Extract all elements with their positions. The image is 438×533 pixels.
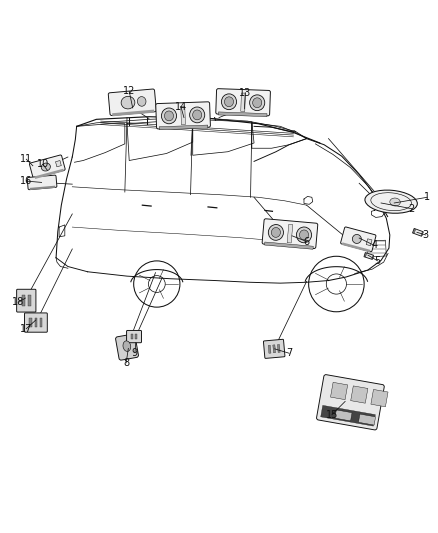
Bar <box>29 318 32 327</box>
Text: 8: 8 <box>123 358 129 368</box>
Bar <box>421 232 423 236</box>
Ellipse shape <box>121 96 135 109</box>
Ellipse shape <box>250 95 265 111</box>
FancyBboxPatch shape <box>287 224 293 243</box>
Bar <box>30 185 55 190</box>
FancyBboxPatch shape <box>264 340 285 358</box>
Bar <box>28 295 31 306</box>
FancyBboxPatch shape <box>29 155 65 179</box>
Text: 13: 13 <box>239 87 251 98</box>
Ellipse shape <box>268 224 283 240</box>
Text: 7: 7 <box>286 348 292 358</box>
Bar <box>371 390 388 407</box>
Bar <box>135 334 137 339</box>
Ellipse shape <box>123 341 131 351</box>
Text: 14: 14 <box>175 102 187 111</box>
Bar <box>321 406 375 426</box>
Text: 1: 1 <box>424 192 430 203</box>
Bar <box>218 112 267 117</box>
FancyBboxPatch shape <box>156 102 210 129</box>
Ellipse shape <box>365 190 417 213</box>
Ellipse shape <box>222 94 237 110</box>
Bar <box>35 318 37 327</box>
Ellipse shape <box>138 96 146 106</box>
Ellipse shape <box>41 163 50 171</box>
FancyBboxPatch shape <box>216 88 270 116</box>
Bar <box>342 243 371 253</box>
FancyBboxPatch shape <box>127 330 141 343</box>
FancyBboxPatch shape <box>262 219 318 248</box>
FancyBboxPatch shape <box>317 375 384 430</box>
Text: 2: 2 <box>409 204 415 214</box>
Bar <box>40 318 42 327</box>
Bar <box>159 125 208 130</box>
Bar <box>265 242 313 249</box>
FancyBboxPatch shape <box>27 175 57 190</box>
Ellipse shape <box>164 111 173 121</box>
FancyBboxPatch shape <box>25 313 47 332</box>
FancyBboxPatch shape <box>108 89 156 116</box>
Bar <box>351 386 368 403</box>
Text: 12: 12 <box>123 86 135 96</box>
Bar <box>277 344 280 352</box>
Text: 11: 11 <box>20 154 32 164</box>
Bar <box>413 229 423 236</box>
Bar <box>268 345 271 353</box>
Ellipse shape <box>193 110 202 120</box>
FancyBboxPatch shape <box>241 93 245 111</box>
Text: 9: 9 <box>132 348 138 358</box>
Text: 17: 17 <box>20 324 32 334</box>
Text: 4: 4 <box>371 240 378 251</box>
Text: 3: 3 <box>423 230 429 240</box>
Bar <box>365 253 367 257</box>
Bar <box>112 110 154 116</box>
Ellipse shape <box>297 227 311 243</box>
Bar <box>364 253 374 260</box>
Ellipse shape <box>190 107 205 123</box>
Bar <box>35 169 64 179</box>
Bar <box>131 334 133 339</box>
FancyBboxPatch shape <box>17 289 36 312</box>
Bar <box>372 255 374 259</box>
FancyBboxPatch shape <box>116 334 138 360</box>
Text: 16: 16 <box>20 176 32 186</box>
FancyBboxPatch shape <box>181 106 185 125</box>
Ellipse shape <box>353 235 361 244</box>
Ellipse shape <box>390 198 400 206</box>
Bar <box>331 382 348 400</box>
Bar <box>366 239 372 246</box>
Bar <box>358 414 375 425</box>
Ellipse shape <box>224 97 233 107</box>
Bar <box>22 295 25 306</box>
Text: 5: 5 <box>374 256 381 266</box>
Ellipse shape <box>272 228 280 237</box>
Text: 18: 18 <box>12 297 25 308</box>
Text: 10: 10 <box>37 159 49 169</box>
FancyBboxPatch shape <box>341 227 376 252</box>
Bar <box>56 160 61 167</box>
Bar <box>273 345 276 353</box>
Bar <box>413 229 416 233</box>
Bar <box>335 410 352 421</box>
Ellipse shape <box>162 108 177 124</box>
Text: 6: 6 <box>304 237 310 247</box>
Ellipse shape <box>300 230 308 240</box>
Text: 15: 15 <box>326 409 338 419</box>
Ellipse shape <box>253 98 262 108</box>
